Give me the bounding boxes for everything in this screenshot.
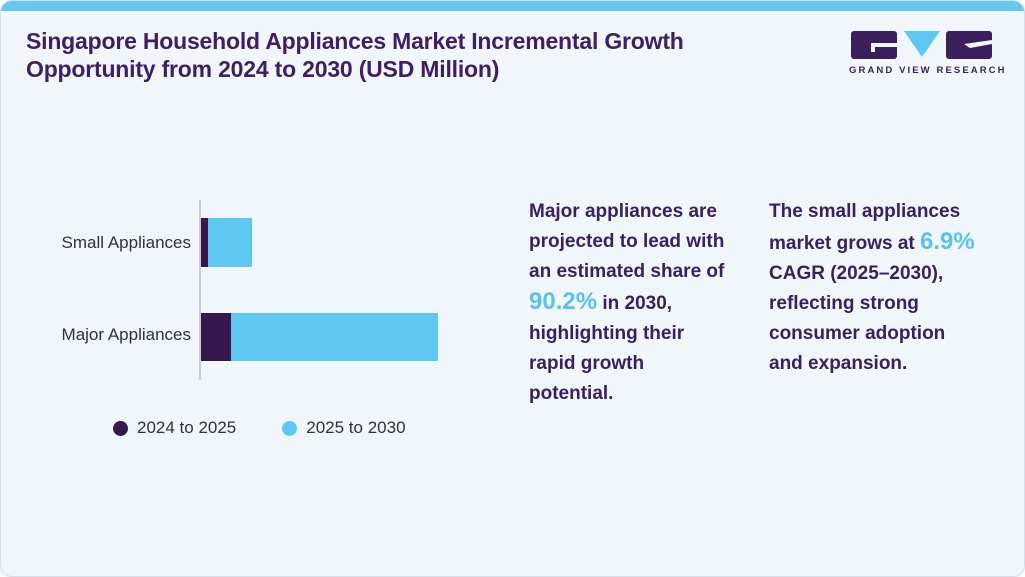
legend-item-2025-2030: 2025 to 2030: [282, 418, 406, 438]
legend-item-2024-2025: 2024 to 2025: [113, 418, 236, 438]
insight-major-appliances: Major appliances are projected to lead w…: [529, 197, 725, 409]
insight-text: CAGR (2025–2030), reflecting strong cons…: [769, 263, 946, 374]
bar-segment-small-2024-2025: [201, 218, 208, 267]
brand-logo: GRAND VIEW RESEARCH: [849, 29, 1007, 76]
category-label-major-appliances: Major Appliances: [61, 325, 191, 344]
brand-logo-text: GRAND VIEW RESEARCH: [849, 65, 1007, 76]
bar-small-appliances: [201, 218, 252, 267]
insight-highlight-share: 90.2%: [529, 288, 598, 315]
legend-dot-purple-icon: [113, 420, 128, 436]
insight-small-appliances: The small appliances market grows at 6.9…: [769, 197, 975, 379]
top-accent-strip: [1, 1, 1024, 11]
legend-label: 2025 to 2030: [306, 418, 406, 437]
insight-text: in 2030, highlighting their rapid growth…: [529, 293, 685, 404]
legend-label: 2024 to 2025: [137, 418, 237, 437]
bar-segment-major-2024-2025: [201, 313, 231, 361]
insight-highlight-cagr: 6.9%: [920, 228, 975, 255]
page-title: Singapore Household Appliances Market In…: [26, 28, 684, 82]
chart-axis-line: [199, 200, 201, 380]
insight-text: Major appliances are projected to lead w…: [529, 201, 725, 282]
gvr-logo-icon: [851, 31, 992, 59]
legend-dot-blue-icon: [282, 420, 298, 436]
insight-text: The small appliances market grows at: [769, 201, 961, 254]
bar-major-appliances: [201, 313, 438, 361]
chart-legend: 2024 to 2025 2025 to 2030: [113, 418, 406, 438]
bar-segment-small-2025-2030: [208, 218, 252, 267]
category-label-small-appliances: Small Appliances: [61, 233, 191, 252]
bar-segment-major-2025-2030: [231, 313, 438, 361]
